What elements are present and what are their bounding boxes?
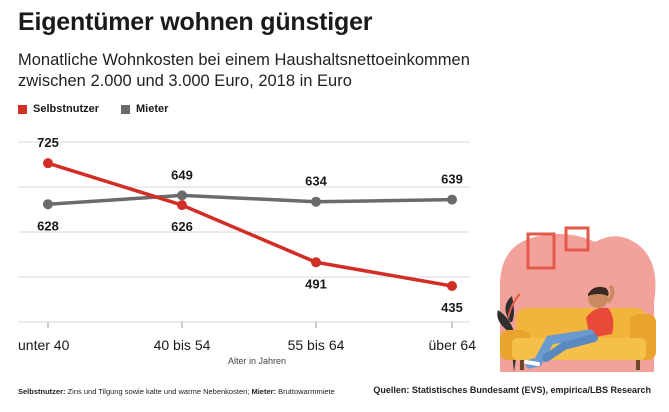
data-label-selbstnutzer-0: 725	[37, 135, 59, 150]
legend-swatch-mieter	[121, 104, 131, 114]
series-line-selbstnutzer	[47, 161, 453, 288]
data-label-selbstnutzer-2: 491	[305, 276, 327, 291]
legend-label-mieter: Mieter	[136, 103, 169, 115]
legend-label-selbstnutzer: Selbstnutzer	[33, 103, 100, 115]
legend-item-mieter: Mieter	[121, 103, 168, 115]
chart-title: Eigentümer wohnen günstiger	[18, 8, 373, 36]
footnote-label-selbstnutzer: Selbstnutzer:	[18, 387, 66, 396]
data-point-selbstnutzer-2	[311, 257, 321, 268]
x-tick-label-3: über 64	[429, 337, 477, 353]
data-label-mieter-0: 628	[37, 218, 59, 233]
legend: Selbstnutzer Mieter	[18, 103, 168, 115]
footnote-text-mieter: Bruttowarmmiete	[276, 387, 335, 396]
data-point-mieter-1	[177, 190, 187, 201]
data-point-mieter-2	[311, 196, 321, 207]
legend-item-selbstnutzer: Selbstnutzer	[18, 103, 99, 115]
data-label-mieter-1: 649	[171, 167, 193, 182]
data-point-mieter-0	[43, 199, 53, 210]
data-point-selbstnutzer-1	[177, 200, 187, 211]
data-label-selbstnutzer-3: 435	[441, 300, 463, 315]
data-point-mieter-3	[447, 194, 457, 205]
x-tick-label-1: 40 bis 54	[154, 337, 211, 353]
legend-swatch-selbstnutzer	[18, 104, 27, 114]
series-line-mieter	[47, 193, 453, 207]
source-note: Quellen: Statistisches Bundesamt (EVS), …	[373, 385, 651, 395]
data-point-selbstnutzer-0	[43, 158, 53, 169]
data-label-mieter-3: 639	[441, 172, 463, 187]
relaxing-person-illustration	[497, 226, 656, 372]
footnote-text-selbstnutzer: Zins und Tilgung sowie kalte und warme N…	[65, 387, 252, 396]
data-label-selbstnutzer-1: 626	[171, 219, 193, 234]
data-point-selbstnutzer-3	[447, 281, 457, 291]
x-tick-label-0: unter 40	[18, 337, 70, 353]
x-tick-label-2: 55 bis 64	[288, 337, 345, 353]
footnote-label-mieter: Mieter:	[251, 387, 277, 396]
chart-subtitle: Monatliche Wohnkosten bei einem Haushalt…	[18, 51, 470, 90]
data-label-mieter-2: 634	[305, 174, 327, 189]
footnote: Selbstnutzer: Zins und Tilgung sowie kal…	[18, 387, 335, 396]
x-axis-label: Alter in Jahren	[228, 356, 286, 366]
